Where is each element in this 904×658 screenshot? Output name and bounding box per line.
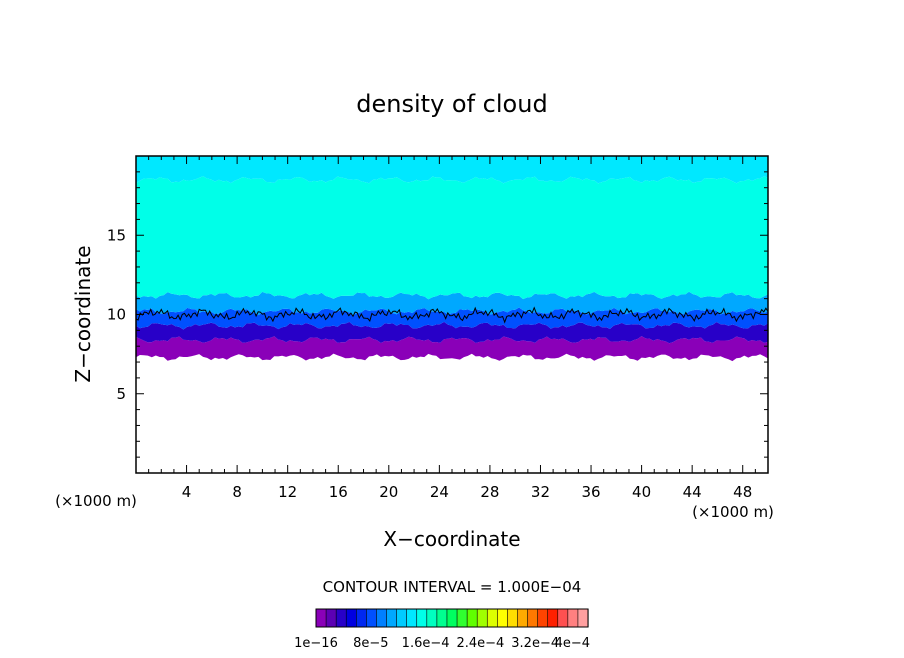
- colorbar-swatch: [507, 608, 519, 628]
- y-axis-label: Z−coordinate: [71, 245, 95, 382]
- x-axis: 4 8 12 16 20 24 28 32 36 40 44 48: [148, 156, 756, 501]
- colorbar-swatch: [476, 608, 488, 628]
- contour-interval-text: CONTOUR INTERVAL = 1.000E−04: [323, 578, 582, 596]
- colorbar-swatch: [396, 608, 408, 628]
- colorbar-label: 3.2e−4: [511, 636, 559, 651]
- x-tick-label: 24: [430, 483, 449, 501]
- colorbar-swatch: [456, 608, 468, 628]
- colorbar-swatch: [466, 608, 478, 628]
- cloud-layer-5: [136, 156, 768, 184]
- colorbar-swatch: [567, 608, 579, 628]
- colorbar-swatch: [497, 608, 508, 628]
- colorbar-swatch: [386, 608, 398, 628]
- cloud-layer-0: [136, 336, 768, 362]
- x-tick-label: 16: [329, 483, 348, 501]
- colorbar-swatch: [406, 608, 418, 628]
- x-tick-label: 4: [182, 483, 192, 501]
- colorbar-swatch: [416, 608, 428, 628]
- colorbar-swatch: [325, 608, 337, 628]
- y-tick-label: 10: [107, 306, 126, 324]
- x-tick-label: 40: [632, 483, 651, 501]
- x-tick-label: 36: [581, 483, 600, 501]
- cloud-layer-3: [136, 291, 768, 316]
- colorbar-swatch: [527, 608, 539, 628]
- colorbar: [315, 608, 589, 628]
- x-axis-label: X−coordinate: [383, 527, 520, 551]
- x-tick-label: 28: [480, 483, 499, 501]
- colorbar-swatch: [315, 608, 327, 628]
- plot-fill: [136, 156, 768, 362]
- colorbar-swatch: [446, 608, 458, 628]
- colorbar-swatch: [557, 608, 569, 628]
- colorbar-swatch: [547, 608, 559, 628]
- x-tick-label: 44: [683, 483, 702, 501]
- x-tick-label: 20: [379, 483, 398, 501]
- colorbar-frame: [315, 608, 589, 628]
- x-tick-label: 32: [531, 483, 550, 501]
- x-tick-label: 12: [278, 483, 297, 501]
- contour-line: [135, 306, 769, 324]
- colorbar-swatch: [537, 608, 549, 628]
- colorbar-label: 2.4e−4: [456, 636, 504, 651]
- x-unit-label-left: (×1000 m): [55, 492, 137, 510]
- colorbar-swatch: [376, 608, 388, 628]
- colorbar-swatch: [426, 608, 438, 628]
- cloud-layer-1: [136, 321, 768, 344]
- colorbar-swatch: [486, 608, 498, 628]
- colorbar-swatch: [345, 608, 357, 628]
- y-tick-label: 5: [116, 385, 126, 403]
- colorbar-label: 4e−4: [555, 636, 590, 651]
- colorbar-swatch: [517, 608, 529, 628]
- x-unit-label-right: (×1000 m): [692, 503, 774, 521]
- colorbar-label: 1.6e−4: [402, 636, 450, 651]
- colorbar-swatch: [335, 608, 347, 628]
- colorbar-swatch: [436, 608, 448, 628]
- colorbar-swatch: [366, 608, 378, 628]
- y-axis: 5 10 15: [107, 171, 768, 458]
- chart-title: density of cloud: [356, 90, 547, 118]
- x-tick-label: 48: [733, 483, 752, 501]
- y-tick-label: 15: [107, 226, 126, 244]
- x-tick-label: 8: [232, 483, 242, 501]
- colorbar-label: 1e−16: [294, 636, 338, 651]
- colorbar-label: 8e−5: [353, 636, 388, 651]
- cloud-layer-4: [136, 176, 768, 300]
- colorbar-swatch: [577, 608, 589, 628]
- colorbar-swatch: [355, 608, 367, 628]
- colorbar-labels: 1e−16 8e−5 1.6e−4 2.4e−4 3.2e−44e−4: [294, 636, 590, 651]
